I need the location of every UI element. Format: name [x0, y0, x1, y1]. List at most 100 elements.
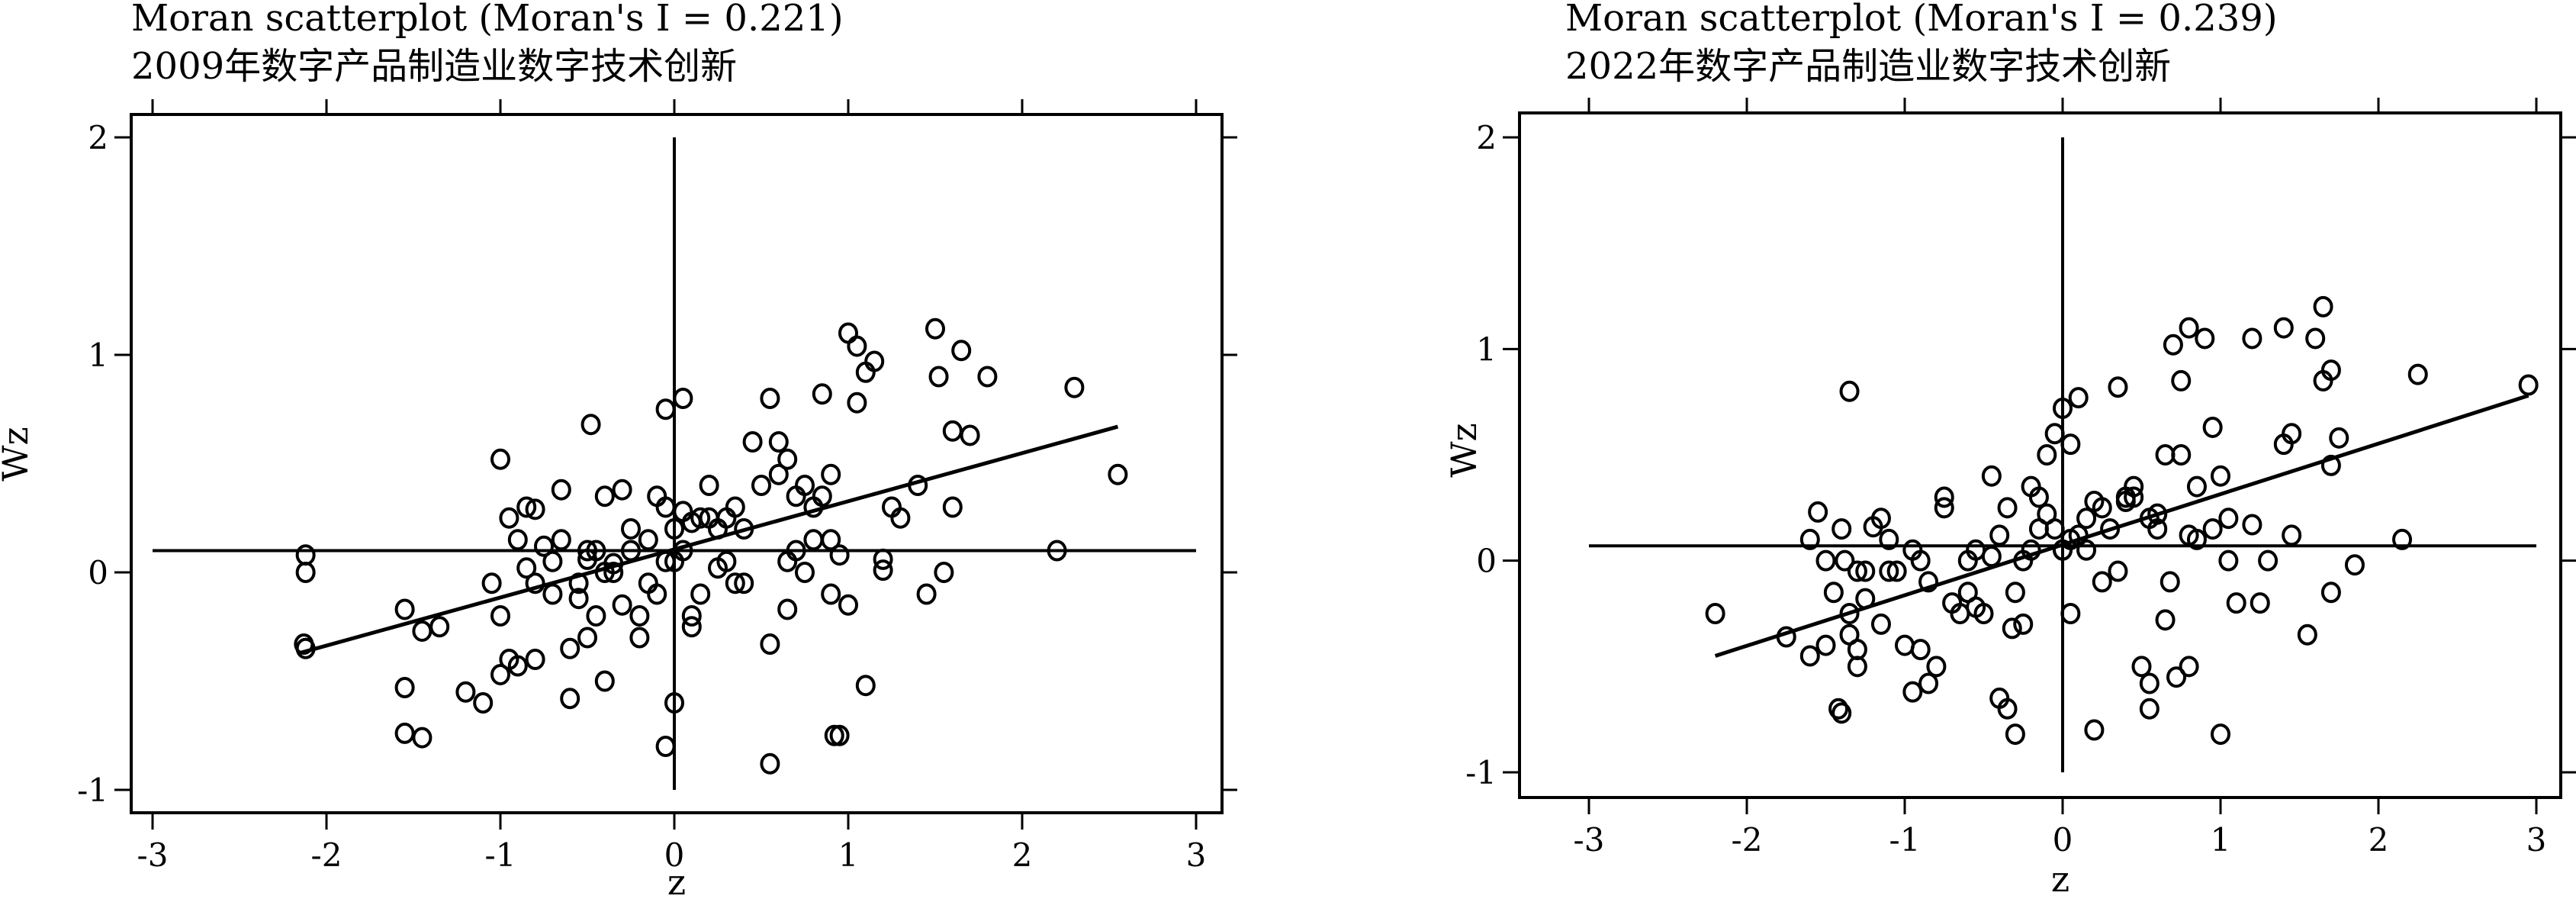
scatter-point [2211, 723, 2230, 746]
scatter-point [2115, 491, 2136, 513]
chart-1-x-label: z [667, 862, 686, 899]
scatter-point [725, 572, 745, 594]
chart-2-title: Moran scatterplot (Moran's I = 0.239) [1565, 0, 2278, 40]
x-tick-label: 0 [2053, 821, 2073, 859]
scatter-point [560, 688, 580, 710]
scatter-point [777, 448, 798, 470]
scatter-point [2166, 666, 2187, 688]
scatter-point [2005, 582, 2025, 604]
chart-2-y-tick-labels: -1 0 1 2 [1465, 119, 1497, 791]
scatter-point [2053, 539, 2073, 561]
scatter-point [768, 463, 789, 485]
scatter-point [1064, 376, 1085, 398]
scatter-point [873, 548, 893, 570]
scatter-point [847, 335, 867, 357]
scatter-point [821, 583, 841, 605]
chart-2-y-label: Wz [1443, 423, 1484, 478]
scatter-point [1839, 603, 1860, 624]
scatter-point [916, 583, 937, 605]
scatter-point [655, 736, 676, 757]
scatter-point [2313, 295, 2333, 317]
scatter-point [2258, 549, 2279, 572]
scatter-point [1855, 560, 1876, 582]
y-tick-label: 1 [1476, 330, 1497, 368]
x-tick-label: -3 [137, 836, 169, 874]
scatter-point [455, 681, 476, 703]
scatter-point [525, 498, 545, 520]
scatter-point [525, 572, 545, 594]
scatter-point [829, 544, 850, 566]
scatter-point [2320, 359, 2341, 382]
regression-line [300, 424, 1119, 655]
chart-2-x-label: z [2051, 859, 2069, 899]
scatter-point [507, 655, 528, 677]
scatter-point [699, 475, 719, 496]
scatter-point [2202, 518, 2223, 540]
scatter-point [2329, 427, 2349, 449]
y-tick-label: 2 [88, 119, 108, 156]
scatter-point [690, 507, 711, 529]
scatter-point [2053, 397, 2073, 419]
scatter-point [2242, 514, 2262, 536]
scatter-point [934, 562, 954, 583]
scatter-point [1910, 639, 1931, 661]
scatter-point [2002, 617, 2022, 640]
scatter-point [2108, 560, 2128, 582]
scatter-point [507, 529, 528, 551]
scatter-point [1705, 603, 1725, 624]
scatter-point [1828, 698, 1849, 720]
scatter-point [1934, 497, 1954, 519]
scatter-point [394, 677, 415, 699]
scatter-point [516, 496, 537, 518]
scatter-point [681, 616, 702, 638]
scatter-point [2060, 433, 2081, 456]
scatter-point [560, 637, 580, 659]
scatter-point [1835, 549, 1855, 572]
scatter-point [2171, 369, 2192, 392]
scatter-point [1808, 501, 1828, 523]
scatter-point [394, 598, 415, 620]
x-tick-label: 1 [838, 836, 859, 874]
scatter-point [2320, 582, 2341, 604]
scatter-point [1832, 518, 1852, 540]
scatter-point [621, 518, 641, 540]
scatter-point [1981, 546, 2002, 568]
scatter-point [855, 675, 876, 697]
scatter-point [673, 501, 693, 523]
scatter-point [1823, 582, 1844, 604]
scatter-point [1879, 528, 1899, 550]
scatter-point [2005, 723, 2025, 746]
scatter-point [481, 572, 502, 594]
chart-1-subtitle: 2009年数字产品制造业数字技术创新 [131, 45, 737, 88]
scatter-point [1957, 582, 1978, 604]
scatter-point [1997, 698, 2018, 720]
scatter-point [2013, 613, 2034, 635]
chart-1-plot-frame [130, 113, 1224, 814]
scatter-point [2139, 698, 2160, 720]
scatter-point [1799, 528, 1820, 550]
x-tick-label: 1 [2211, 821, 2231, 859]
chart-2-plot-frame [1518, 111, 2562, 799]
scatter-point [2021, 539, 2041, 561]
chart-2: Moran scatterplot (Moran's I = 0.239) 20… [1443, 0, 2576, 899]
y-tick-label: 0 [1476, 543, 1497, 580]
scatter-point [2186, 475, 2207, 498]
scatter-point [2273, 317, 2294, 339]
scatter-point [2147, 503, 2168, 525]
scatter-point [812, 383, 832, 405]
scatter-point [542, 550, 563, 572]
scatter-point [577, 548, 597, 570]
scatter-point [942, 496, 963, 518]
scatter-point [603, 562, 624, 583]
chart-2-subtitle: 2022年数字产品制造业数字技术创新 [1565, 45, 2171, 88]
scatter-point [2297, 624, 2317, 646]
scatter-point [534, 535, 554, 557]
scatter-point [1989, 524, 2010, 546]
scatter-point [760, 388, 780, 409]
scatter-point [1950, 603, 1970, 624]
scatter-point [751, 475, 771, 496]
scatter-point [490, 448, 510, 470]
scatter-point [2068, 387, 2089, 409]
x-tick-label: 3 [1186, 836, 1207, 874]
scatter-point [2100, 518, 2121, 540]
